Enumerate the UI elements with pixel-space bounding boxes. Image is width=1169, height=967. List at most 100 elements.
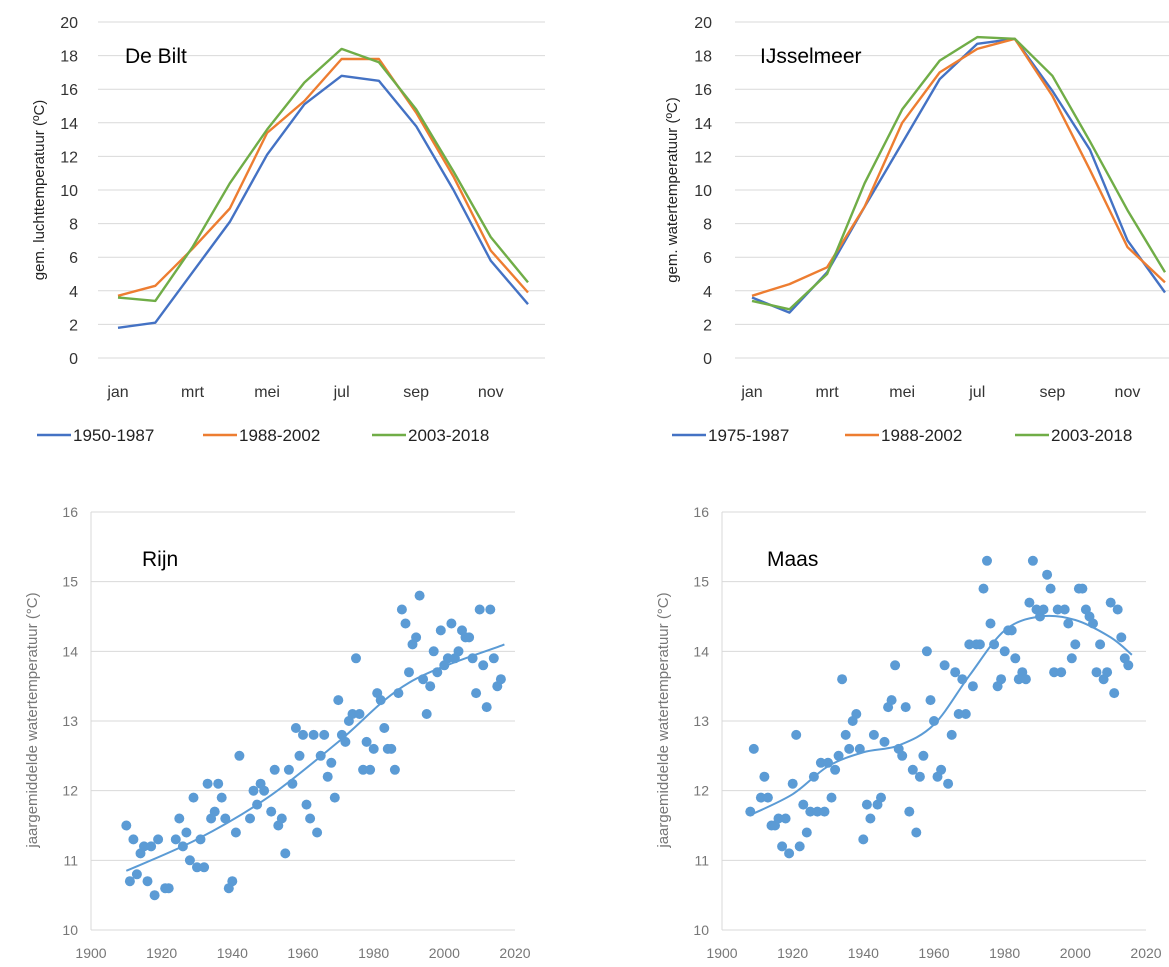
- data-point: [283, 764, 294, 775]
- chart-title: Maas: [767, 548, 818, 571]
- data-point: [184, 855, 195, 866]
- chart-de-bilt: 0 2 4 6 8 10 12 14 16 18 20 jan mrt mei jul sep nov gem. …: [31, 15, 545, 445]
- y-tick-label: 13: [693, 713, 709, 729]
- data-point: [950, 667, 961, 678]
- data-point: [773, 813, 784, 824]
- chart-maas: 10 11 12 13 14 15 16 1900 1920 1940 1960 1980 2000 20…: [655, 504, 1162, 961]
- data-point: [929, 716, 939, 726]
- data-point: [213, 778, 224, 789]
- data-point: [812, 806, 823, 817]
- y-tick-label: 12: [693, 783, 709, 799]
- y-tick-label: 10: [60, 183, 78, 200]
- y-tick-label: 0: [703, 351, 712, 368]
- data-point: [755, 792, 766, 803]
- data-point: [358, 764, 369, 775]
- data-point: [985, 618, 996, 629]
- data-point: [907, 764, 918, 775]
- data-point: [1063, 618, 1074, 629]
- data-point: [777, 841, 788, 852]
- data-point: [209, 806, 220, 817]
- y-tick-label: 2: [69, 317, 78, 334]
- y-tick-label: 15: [62, 574, 78, 590]
- data-point: [485, 604, 496, 615]
- x-tick-label: mrt: [816, 384, 840, 401]
- y-tick-label: 6: [69, 250, 78, 267]
- data-point: [925, 695, 936, 706]
- x-tick-label: nov: [1115, 384, 1141, 401]
- x-tick-label: jan: [740, 384, 762, 401]
- data-point: [1024, 597, 1035, 608]
- data-point: [188, 792, 199, 803]
- legend-label: 1988-2002: [881, 426, 962, 445]
- data-point: [396, 604, 407, 615]
- data-point: [266, 806, 277, 817]
- data-point: [170, 834, 181, 845]
- y-tick-label: 10: [693, 922, 709, 938]
- data-point: [347, 709, 358, 719]
- data-point: [1059, 604, 1070, 615]
- data-point: [421, 709, 432, 719]
- chart-rijn: 10 11 12 13 14 15 16 1900 1920 1940 1960 1980 2000 20…: [24, 504, 531, 961]
- data-point: [478, 660, 489, 671]
- series-line: [751, 37, 1166, 314]
- data-point: [1109, 688, 1120, 699]
- x-tick-label: 2000: [429, 945, 460, 961]
- data-point: [128, 834, 139, 845]
- y-tick-label: 14: [693, 643, 709, 659]
- data-point: [351, 653, 361, 664]
- data-point: [833, 750, 844, 761]
- y-tick-label: 4: [703, 284, 712, 301]
- y-axis-label: gem. luchttemperatuur (ºC): [31, 100, 48, 281]
- data-point: [269, 764, 280, 775]
- data-point: [227, 876, 238, 887]
- series-line: [751, 35, 1167, 311]
- chart-ijsselmeer: 0 2 4 6 8 10 12 14 16 18 20 jan mrt mei jul sep nov gem. …: [664, 15, 1169, 445]
- x-tick-label: 1940: [217, 945, 248, 961]
- data-point: [368, 743, 379, 754]
- legend-label: 2003-2018: [408, 426, 489, 445]
- data-point: [1102, 667, 1113, 678]
- trend-line: [749, 614, 1133, 816]
- legend-label: 1975-1987: [708, 426, 789, 445]
- data-point: [996, 674, 1007, 685]
- data-point: [868, 729, 879, 740]
- data-point: [914, 771, 925, 782]
- data-point: [142, 876, 153, 887]
- data-point: [488, 653, 499, 664]
- data-point: [365, 764, 376, 775]
- data-point: [329, 792, 340, 803]
- x-tick-label: 1980: [989, 945, 1020, 961]
- data-point: [174, 813, 185, 824]
- data-point: [946, 729, 957, 740]
- data-point: [474, 604, 485, 615]
- data-point: [897, 750, 908, 761]
- data-point: [308, 729, 319, 740]
- data-point: [312, 827, 323, 838]
- y-tick-label: 4: [69, 284, 78, 301]
- data-point: [1045, 583, 1056, 594]
- data-point: [290, 723, 301, 733]
- data-point: [322, 771, 333, 782]
- data-point: [900, 702, 911, 713]
- y-tick-label: 20: [60, 15, 78, 32]
- x-tick-label: 2020: [1130, 945, 1161, 961]
- chart-title: De Bilt: [125, 45, 187, 68]
- data-point: [216, 792, 227, 803]
- x-tick-label: jul: [968, 384, 985, 401]
- data-point: [153, 834, 164, 845]
- y-tick-label: 11: [694, 852, 709, 868]
- data-point: [453, 646, 464, 657]
- y-tick-label: 10: [62, 922, 78, 938]
- data-point: [280, 848, 291, 859]
- data-point: [815, 757, 826, 768]
- y-tick-label: 11: [63, 852, 78, 868]
- data-point: [305, 813, 316, 824]
- data-point: [960, 709, 971, 719]
- x-tick-label: 1960: [287, 945, 318, 961]
- data-point: [361, 736, 372, 747]
- y-tick-label: 14: [694, 116, 712, 133]
- data-point: [259, 785, 270, 796]
- y-tick-label: 16: [694, 82, 712, 99]
- y-tick-label: 16: [693, 504, 709, 520]
